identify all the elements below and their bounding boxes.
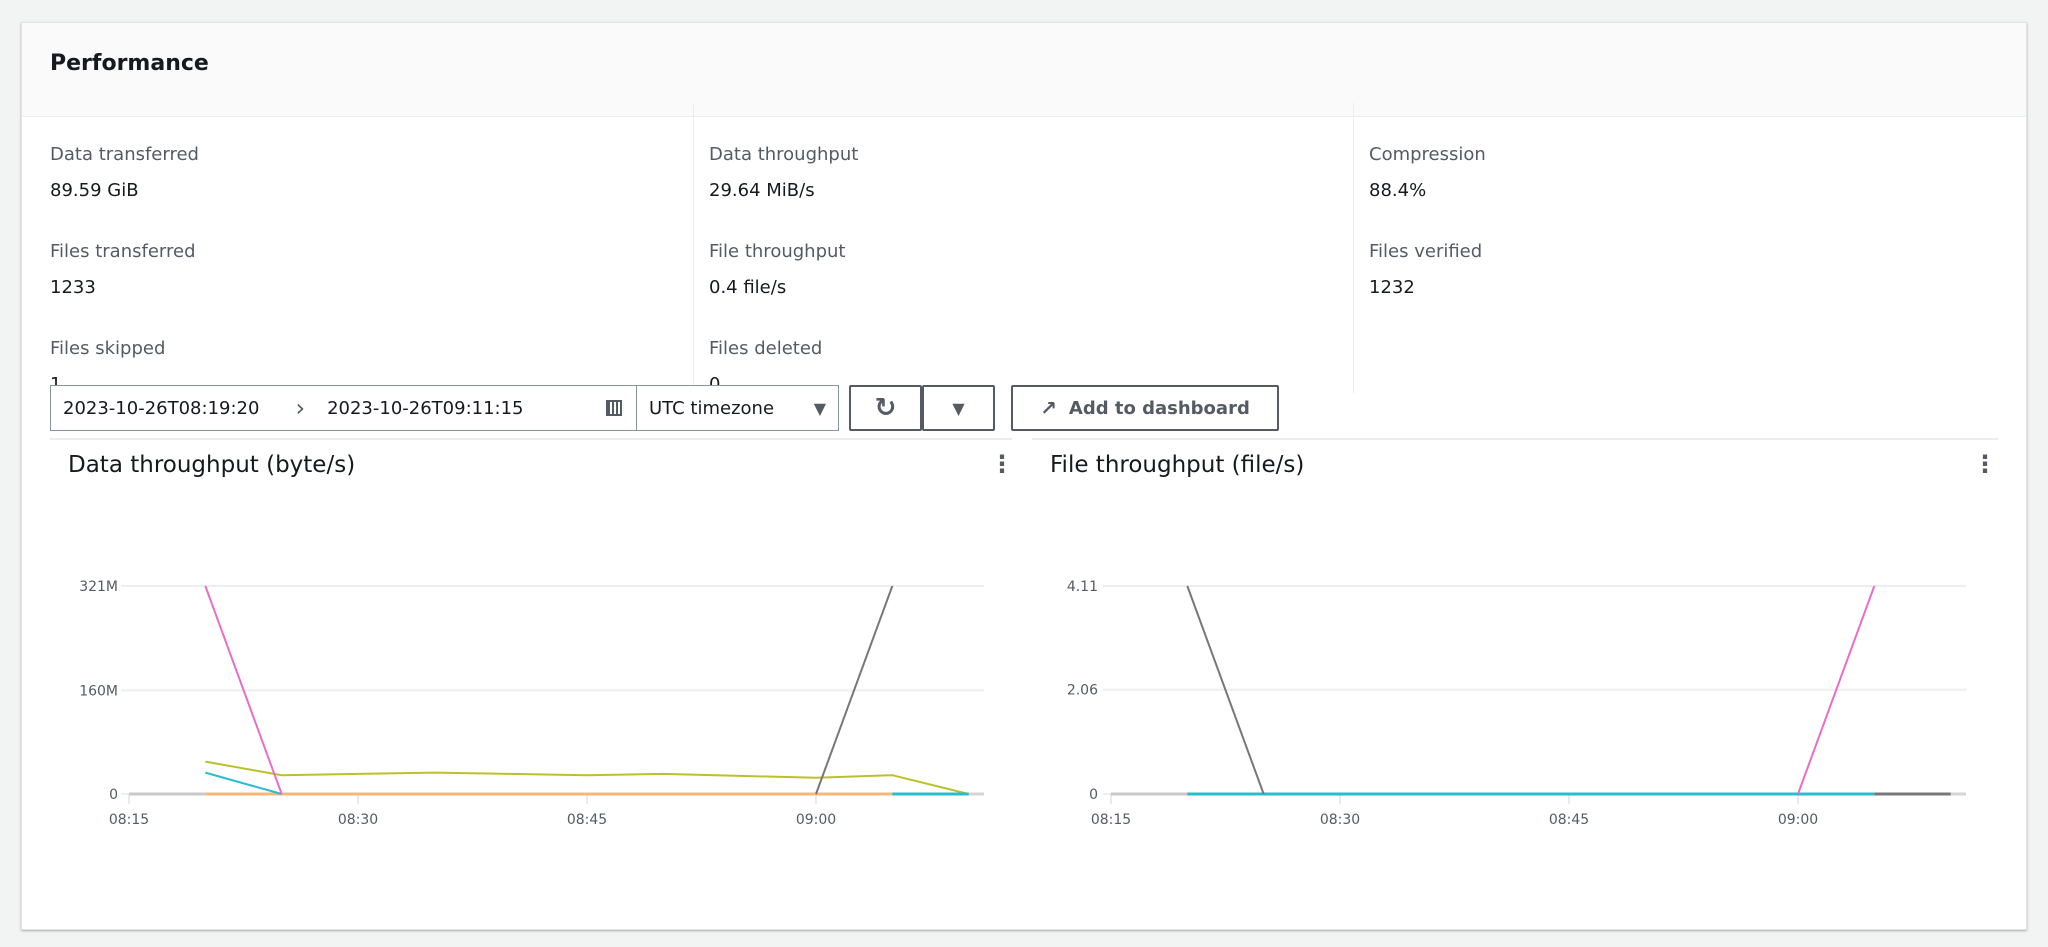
chart-title: Data throughput (byte/s) <box>68 452 356 478</box>
series-line <box>205 771 282 795</box>
x-tick-label: 08:15 <box>109 812 149 828</box>
metric-label: File throughput <box>709 241 846 262</box>
panel-title: Performance <box>50 51 209 76</box>
end-date[interactable]: 2023-10-26T09:11:15 <box>327 397 524 419</box>
metric-value: 1233 <box>50 277 96 298</box>
x-tick-label: 08:15 <box>1091 812 1131 828</box>
x-tick-label: 08:30 <box>338 812 378 828</box>
caret-down-icon: ▼ <box>813 398 826 418</box>
y-tick-label: 0 <box>109 787 118 803</box>
y-tick-label: 0 <box>1089 787 1098 803</box>
add-to-dashboard-label: Add to dashboard <box>1068 397 1250 419</box>
external-link-icon: ↗ <box>1040 396 1057 420</box>
calendar-icon[interactable] <box>606 400 622 416</box>
column-divider <box>693 103 694 393</box>
metric-value: 89.59 GiB <box>50 180 139 201</box>
y-tick-label: 2.06 <box>1067 683 1098 699</box>
metric-value: 0.4 file/s <box>709 277 787 298</box>
x-tick-label: 08:45 <box>567 812 607 828</box>
series-line <box>1186 585 1265 795</box>
start-date[interactable]: 2023-10-26T08:19:20 <box>63 397 260 419</box>
metric-label: Data throughput <box>709 144 859 165</box>
more-options-icon[interactable]: ⋮ <box>990 450 1014 478</box>
x-tick-label: 09:00 <box>796 812 836 828</box>
metric-value: 29.64 MiB/s <box>709 180 815 201</box>
metric-label: Data transferred <box>50 144 199 165</box>
chevron-right-icon: › <box>295 394 306 422</box>
y-tick-label: 4.11 <box>1067 579 1098 595</box>
metric-value: 1232 <box>1369 277 1415 298</box>
more-options-icon[interactable]: ⋮ <box>1973 450 1997 478</box>
divider <box>50 438 1012 440</box>
metric-value: 1 <box>50 374 61 395</box>
x-tick-label: 08:45 <box>1549 812 1589 828</box>
metric-label: Files verified <box>1369 241 1483 262</box>
y-tick-label: 321M <box>79 579 118 595</box>
caret-down-icon: ▼ <box>952 398 965 418</box>
metric-label: Compression <box>1369 144 1486 165</box>
series-line <box>1797 585 1876 795</box>
y-tick-label: 160M <box>79 683 118 699</box>
series-line <box>204 585 283 795</box>
refresh-icon: ↻ <box>874 393 897 423</box>
metric-label: Files skipped <box>50 338 166 359</box>
timezone-select[interactable]: UTC timezone ▼ <box>636 385 839 431</box>
panel-header: Performance <box>22 23 2026 117</box>
metric-value: 0 <box>709 374 720 395</box>
metric-label: Files transferred <box>50 241 196 262</box>
refresh-button[interactable]: ↻ <box>849 385 922 431</box>
series-line <box>205 760 969 795</box>
metric-label: Files deleted <box>709 338 823 359</box>
divider <box>1032 438 1998 440</box>
performance-panel: Performance <box>21 22 2027 930</box>
add-to-dashboard-button[interactable]: ↗ Add to dashboard <box>1011 385 1279 431</box>
timezone-label: UTC timezone <box>649 397 775 419</box>
metric-value: 88.4% <box>1369 180 1427 201</box>
refresh-options-button[interactable]: ▼ <box>922 385 995 431</box>
series-line <box>815 585 894 795</box>
x-tick-label: 09:00 <box>1778 812 1818 828</box>
column-divider <box>1353 103 1354 393</box>
chart-title: File throughput (file/s) <box>1050 452 1305 478</box>
x-tick-label: 08:30 <box>1320 812 1360 828</box>
